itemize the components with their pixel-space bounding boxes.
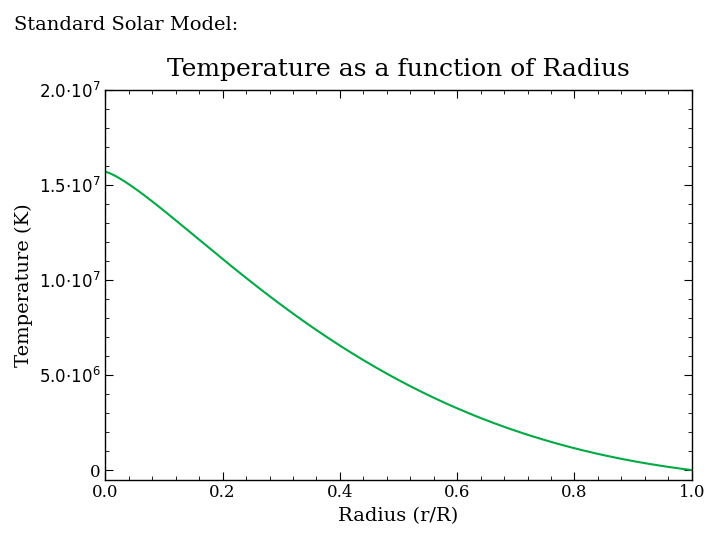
X-axis label: Radius (r/R): Radius (r/R)	[338, 507, 459, 525]
Y-axis label: Temperature (K): Temperature (K)	[15, 203, 33, 367]
Title: Temperature as a function of Radius: Temperature as a function of Radius	[167, 58, 630, 81]
Text: Standard Solar Model:: Standard Solar Model:	[14, 16, 238, 34]
